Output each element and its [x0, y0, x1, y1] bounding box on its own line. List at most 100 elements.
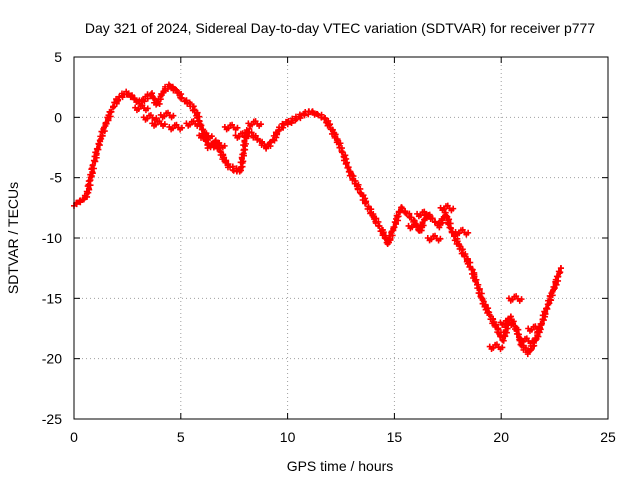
data-point — [481, 303, 488, 310]
data-point — [507, 313, 514, 320]
y-tick-label: -15 — [42, 290, 62, 306]
data-point — [535, 333, 542, 340]
data-point — [241, 146, 248, 153]
data-point — [548, 290, 555, 297]
data-point — [236, 168, 243, 175]
data-point — [148, 91, 155, 98]
data-point — [252, 132, 259, 139]
data-points — [71, 81, 565, 358]
data-point — [492, 322, 499, 329]
data-point-secondary — [135, 105, 142, 112]
data-point — [381, 235, 388, 242]
data-point — [443, 214, 450, 221]
y-tick-label: 5 — [54, 49, 62, 65]
data-point-secondary — [208, 133, 215, 140]
data-point — [108, 108, 115, 115]
data-point-secondary — [236, 133, 243, 140]
data-point — [343, 160, 350, 167]
data-point — [204, 145, 211, 152]
y-tick-label: 0 — [54, 109, 62, 125]
data-point — [360, 192, 367, 199]
data-point — [472, 277, 479, 284]
data-point — [202, 137, 209, 144]
data-point-secondary — [161, 113, 168, 120]
data-point-secondary — [170, 112, 177, 119]
data-point — [553, 281, 560, 288]
x-tick-label: 10 — [280, 429, 296, 445]
data-point-secondary — [437, 235, 444, 242]
data-point — [461, 253, 468, 260]
data-point — [80, 196, 87, 203]
data-point — [93, 145, 100, 152]
data-point — [558, 265, 565, 272]
data-point — [500, 332, 507, 339]
data-point — [337, 140, 344, 147]
data-point — [140, 96, 147, 103]
data-point — [110, 103, 117, 110]
data-point — [486, 311, 493, 318]
data-point-secondary — [426, 211, 433, 218]
data-point-secondary — [248, 121, 255, 128]
data-point — [369, 212, 376, 219]
data-point — [344, 164, 351, 171]
data-point — [522, 345, 529, 352]
data-point-secondary — [520, 338, 527, 345]
data-point-secondary — [144, 105, 151, 112]
data-point — [524, 351, 531, 358]
data-point-secondary — [199, 133, 206, 140]
data-point-secondary — [169, 125, 176, 132]
x-axis-label: GPS time / hours — [287, 458, 394, 474]
data-point-secondary — [196, 121, 203, 128]
data-point — [431, 218, 438, 225]
data-point-secondary — [257, 121, 264, 128]
data-point — [178, 94, 185, 101]
data-point — [326, 122, 333, 129]
data-point — [429, 215, 436, 222]
data-point-secondary — [450, 205, 457, 212]
data-point — [321, 115, 328, 122]
x-tick-label: 5 — [177, 429, 185, 445]
data-point-secondary — [428, 236, 435, 243]
data-point-secondary — [234, 124, 241, 131]
data-point-secondary — [221, 142, 228, 149]
y-tick-label: -20 — [42, 351, 62, 367]
data-point — [280, 122, 287, 129]
data-point-secondary — [529, 338, 536, 345]
data-point-secondary — [144, 115, 151, 122]
data-point — [115, 96, 122, 103]
data-point — [376, 223, 383, 230]
data-point — [391, 219, 398, 226]
data-point — [419, 220, 426, 227]
data-point — [239, 151, 246, 158]
data-point — [540, 317, 547, 324]
x-tick-label: 15 — [387, 429, 403, 445]
data-point-secondary — [212, 143, 219, 150]
data-point — [288, 119, 295, 126]
data-point — [356, 189, 363, 196]
y-tick-label: -10 — [42, 230, 62, 246]
data-point — [500, 337, 507, 344]
data-point-secondary — [499, 344, 506, 351]
data-point — [89, 162, 96, 169]
y-tick-label: -25 — [42, 411, 62, 427]
data-point — [73, 201, 80, 208]
data-point — [338, 149, 345, 156]
x-tick-label: 25 — [600, 429, 616, 445]
data-point-secondary — [441, 206, 448, 213]
data-point-secondary — [528, 326, 535, 333]
data-point — [125, 90, 132, 97]
data-point — [537, 320, 544, 327]
data-point — [555, 268, 562, 275]
axis-ticks: 0 5 10 15 20 25 5 0 -5 -10 -15 -20 -25 — [42, 49, 616, 445]
y-tick-label: -5 — [50, 170, 63, 186]
data-point — [550, 283, 557, 290]
data-point-secondary — [537, 326, 544, 333]
data-point — [89, 170, 96, 177]
data-point-secondary — [417, 212, 424, 219]
data-point — [86, 186, 93, 193]
data-point — [100, 125, 107, 132]
data-point-secondary — [178, 124, 185, 131]
grid-lines — [74, 57, 608, 419]
data-point — [105, 117, 112, 124]
data-point-secondary — [225, 125, 232, 132]
